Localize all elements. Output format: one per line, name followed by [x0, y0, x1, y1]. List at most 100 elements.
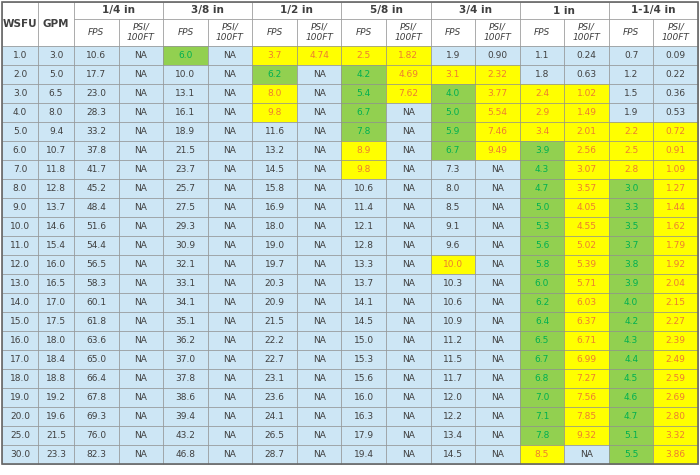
Text: NA: NA — [402, 184, 414, 193]
Bar — [342, 350, 386, 369]
Bar — [609, 122, 653, 141]
Text: NA: NA — [134, 241, 147, 250]
Bar — [609, 274, 653, 293]
Text: NA: NA — [313, 317, 326, 326]
Bar — [475, 407, 519, 426]
Bar — [163, 369, 208, 388]
Bar — [519, 46, 564, 65]
Text: 39.4: 39.4 — [176, 412, 195, 421]
Text: NA: NA — [491, 355, 504, 364]
Text: 48.4: 48.4 — [86, 203, 106, 212]
Bar — [386, 369, 430, 388]
Bar — [519, 160, 564, 179]
Bar — [252, 141, 297, 160]
Bar — [609, 369, 653, 388]
Bar — [386, 103, 430, 122]
Text: NA: NA — [223, 222, 237, 231]
Text: NA: NA — [134, 51, 147, 60]
Text: NA: NA — [223, 127, 237, 136]
Bar — [38, 160, 74, 179]
Text: NA: NA — [402, 203, 414, 212]
Text: 8.9: 8.9 — [356, 146, 371, 155]
Text: 66.4: 66.4 — [86, 374, 106, 383]
Text: 6.03: 6.03 — [577, 298, 596, 307]
Bar — [297, 122, 342, 141]
Text: 6.2: 6.2 — [267, 70, 281, 79]
Text: 35.1: 35.1 — [176, 317, 195, 326]
Text: 2.59: 2.59 — [666, 374, 686, 383]
Bar — [38, 426, 74, 445]
Text: 13.3: 13.3 — [354, 260, 374, 269]
Text: 24.1: 24.1 — [265, 412, 284, 421]
Bar — [118, 122, 163, 141]
Text: 16.0: 16.0 — [354, 393, 374, 402]
Bar — [252, 407, 297, 426]
Text: 38.6: 38.6 — [176, 393, 195, 402]
Text: 19.4: 19.4 — [354, 450, 374, 459]
Bar — [118, 160, 163, 179]
Text: 0.09: 0.09 — [666, 51, 686, 60]
Text: 46.8: 46.8 — [176, 450, 195, 459]
Text: NA: NA — [134, 450, 147, 459]
Text: NA: NA — [134, 108, 147, 117]
Text: 9.6: 9.6 — [446, 241, 460, 250]
Text: FPS: FPS — [534, 28, 550, 37]
Bar — [297, 141, 342, 160]
Text: 18.0: 18.0 — [265, 222, 285, 231]
Text: 0.36: 0.36 — [666, 89, 686, 98]
Bar — [2, 445, 38, 464]
Bar — [74, 2, 163, 19]
Bar — [38, 350, 74, 369]
Bar — [653, 369, 698, 388]
Bar — [74, 255, 118, 274]
Text: 36.2: 36.2 — [176, 336, 195, 345]
Text: 1.02: 1.02 — [577, 89, 596, 98]
Text: 0.24: 0.24 — [577, 51, 596, 60]
Bar — [386, 407, 430, 426]
Text: 21.5: 21.5 — [265, 317, 285, 326]
Text: 16.9: 16.9 — [265, 203, 285, 212]
Text: GPM: GPM — [43, 19, 69, 29]
Bar — [653, 236, 698, 255]
Bar — [386, 236, 430, 255]
Text: 6.2: 6.2 — [535, 298, 549, 307]
Text: WSFU: WSFU — [3, 19, 37, 29]
Bar — [342, 312, 386, 331]
Bar — [653, 46, 698, 65]
Bar — [297, 179, 342, 198]
Text: NA: NA — [402, 146, 414, 155]
Text: 5.0: 5.0 — [446, 108, 460, 117]
Bar — [2, 179, 38, 198]
Text: 3.9: 3.9 — [624, 279, 638, 288]
Bar — [386, 426, 430, 445]
Text: 67.8: 67.8 — [86, 393, 106, 402]
Bar — [2, 2, 38, 46]
Text: 58.3: 58.3 — [86, 279, 106, 288]
Bar — [74, 388, 118, 407]
Text: 1.0: 1.0 — [13, 51, 27, 60]
Bar — [342, 103, 386, 122]
Text: 5.9: 5.9 — [446, 127, 460, 136]
Bar — [475, 274, 519, 293]
Text: 6.5: 6.5 — [49, 89, 63, 98]
Text: 7.27: 7.27 — [577, 374, 596, 383]
Text: NA: NA — [402, 127, 414, 136]
Bar — [430, 407, 475, 426]
Bar — [118, 331, 163, 350]
Text: NA: NA — [402, 374, 414, 383]
Bar — [163, 236, 208, 255]
Bar — [2, 274, 38, 293]
Text: 9.0: 9.0 — [13, 203, 27, 212]
Text: 20.0: 20.0 — [10, 412, 30, 421]
Bar — [653, 141, 698, 160]
Text: 10.7: 10.7 — [46, 146, 66, 155]
Text: 15.6: 15.6 — [354, 374, 374, 383]
Bar — [2, 198, 38, 217]
Bar — [475, 350, 519, 369]
Bar — [386, 255, 430, 274]
Text: NA: NA — [491, 298, 504, 307]
Bar — [564, 84, 609, 103]
Text: 4.7: 4.7 — [624, 412, 638, 421]
Bar — [342, 369, 386, 388]
Text: FPS: FPS — [177, 28, 194, 37]
